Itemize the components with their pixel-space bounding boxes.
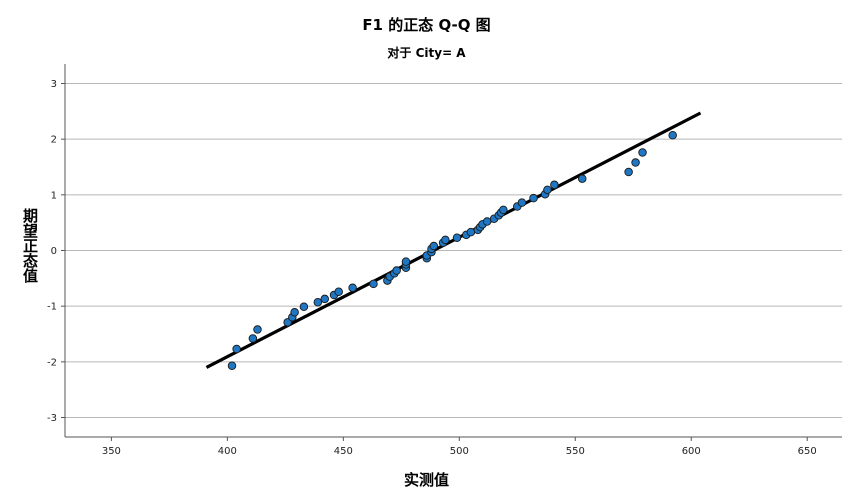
x-axis-label: 实测值 xyxy=(403,471,449,489)
chart-title: F1 的正态 Q-Q 图 xyxy=(362,16,491,34)
data-point xyxy=(392,266,401,275)
data-point xyxy=(232,344,241,354)
data-point xyxy=(668,131,677,140)
data-point xyxy=(482,217,492,226)
data-point xyxy=(320,294,330,304)
y-tick-label: 3 xyxy=(51,79,57,90)
data-point xyxy=(577,174,587,183)
data-point xyxy=(253,325,262,334)
y-tick-label: -1 xyxy=(47,302,57,313)
data-point xyxy=(624,167,633,177)
data-point xyxy=(638,148,647,157)
data-point xyxy=(290,308,299,317)
reference-line-group xyxy=(205,111,702,369)
y-tick-label: 1 xyxy=(51,190,57,201)
x-tick-label: 400 xyxy=(218,446,237,457)
data-point xyxy=(401,257,411,266)
axes xyxy=(61,64,842,441)
data-point xyxy=(348,283,357,293)
x-tick-label: 350 xyxy=(102,446,121,457)
x-tick-label: 500 xyxy=(450,446,469,457)
chart-subtitle: 对于 City= A xyxy=(387,46,466,60)
y-axis-label: 期望正态值 xyxy=(21,208,39,283)
data-point xyxy=(441,235,450,245)
data-point xyxy=(550,180,559,190)
grid-lines xyxy=(65,82,842,419)
reference-line xyxy=(205,111,702,369)
data-point xyxy=(499,205,508,215)
y-tick-label: -3 xyxy=(47,413,57,424)
y-tick-label: 0 xyxy=(51,246,57,257)
x-tick-label: 650 xyxy=(798,446,817,457)
data-point xyxy=(452,233,462,242)
data-point xyxy=(429,241,439,251)
data-point xyxy=(529,193,538,203)
data-points xyxy=(227,131,677,370)
data-point xyxy=(313,298,323,307)
data-point xyxy=(631,158,640,167)
data-point xyxy=(248,334,258,343)
data-point xyxy=(299,302,309,311)
tick-labels: 3 2 1 0 -1 -2 -3 350 400 450 500 550 600 650 xyxy=(47,79,817,457)
data-point xyxy=(466,227,476,237)
y-tick-label: 2 xyxy=(51,135,57,146)
x-tick-label: 450 xyxy=(334,446,353,457)
data-point xyxy=(543,185,552,195)
data-point xyxy=(369,279,378,289)
data-point xyxy=(334,287,343,296)
data-point xyxy=(517,198,527,207)
x-tick-label: 600 xyxy=(682,446,701,457)
x-tick-label: 550 xyxy=(566,446,585,457)
data-point xyxy=(227,361,237,370)
y-tick-label: -2 xyxy=(47,357,57,368)
